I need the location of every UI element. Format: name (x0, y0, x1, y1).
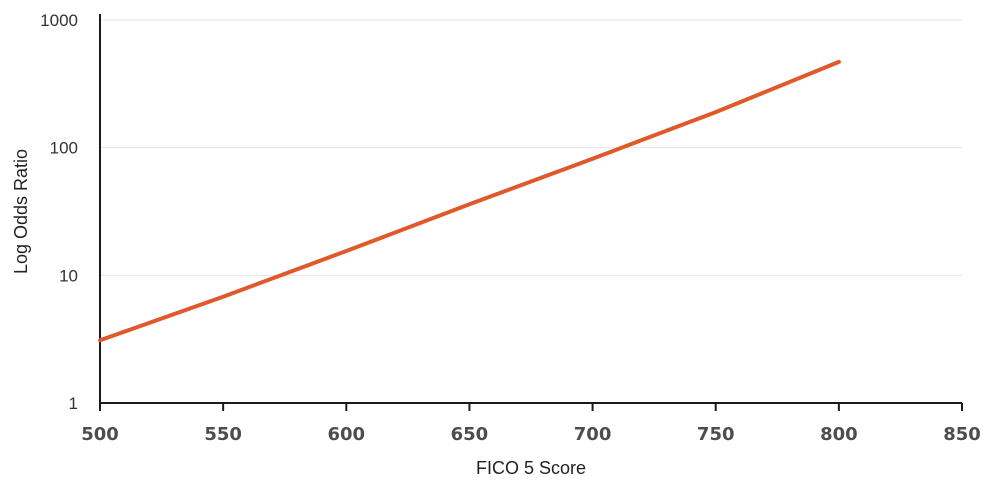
x-tick-label: 700 (574, 424, 612, 445)
y-axis-title: Log Odds Ratio (11, 149, 31, 274)
y-tick-label: 1000 (40, 11, 78, 30)
x-axis-title: FICO 5 Score (476, 458, 586, 478)
series-layer (98, 59, 841, 343)
series-line (98, 59, 841, 343)
x-tick-label: 750 (697, 424, 735, 445)
y-tick-label: 1 (69, 394, 78, 413)
grid-lines (100, 19, 962, 276)
y-tick-label: 10 (59, 266, 78, 285)
x-tick-label: 650 (451, 424, 489, 445)
x-tick-label: 550 (204, 424, 242, 445)
x-tick-label: 600 (327, 424, 365, 445)
x-tick-label: 500 (81, 424, 119, 445)
x-tick-label: 800 (820, 424, 858, 445)
y-tick-labels: 1 10 100 1000 (40, 11, 78, 413)
x-tick-label: 850 (943, 424, 981, 445)
y-tick-label: 100 (50, 139, 78, 158)
x-tick-labels: 500 550 600 650 700 750 800 850 (81, 403, 981, 445)
